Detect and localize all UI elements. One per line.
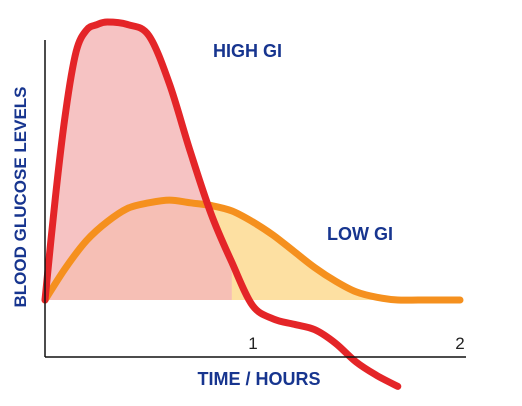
- low-gi-line: [41, 196, 464, 304]
- series-lines: [41, 18, 464, 390]
- x-tick-2: 2: [455, 334, 464, 353]
- series-label-high-gi: HIGH GI: [213, 41, 282, 61]
- x-axis-label: TIME / HOURS: [197, 369, 320, 389]
- y-axis-label: BLOOD GLUCOSE LEVELS: [11, 86, 30, 307]
- series-areas: [45, 22, 460, 301]
- series-label-low-gi: LOW GI: [327, 224, 393, 244]
- x-tick-1: 1: [248, 334, 257, 353]
- high-gi-line: [41, 18, 402, 390]
